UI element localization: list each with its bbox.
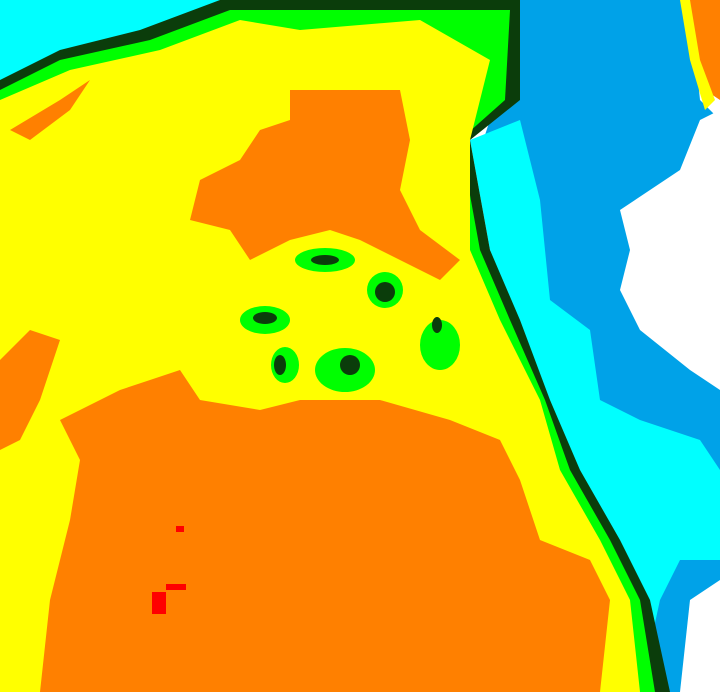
region-white-east <box>620 110 720 390</box>
region-yellow-corner <box>680 0 715 110</box>
region-white-south-east <box>680 580 720 692</box>
region-orange-northwest <box>10 80 90 140</box>
convective-cells <box>240 248 460 392</box>
region-orange-south <box>40 370 610 692</box>
region-cyan <box>470 120 720 692</box>
red-hotspot <box>152 526 186 614</box>
region-orange-west <box>0 330 60 450</box>
region-orange-north <box>190 90 460 280</box>
